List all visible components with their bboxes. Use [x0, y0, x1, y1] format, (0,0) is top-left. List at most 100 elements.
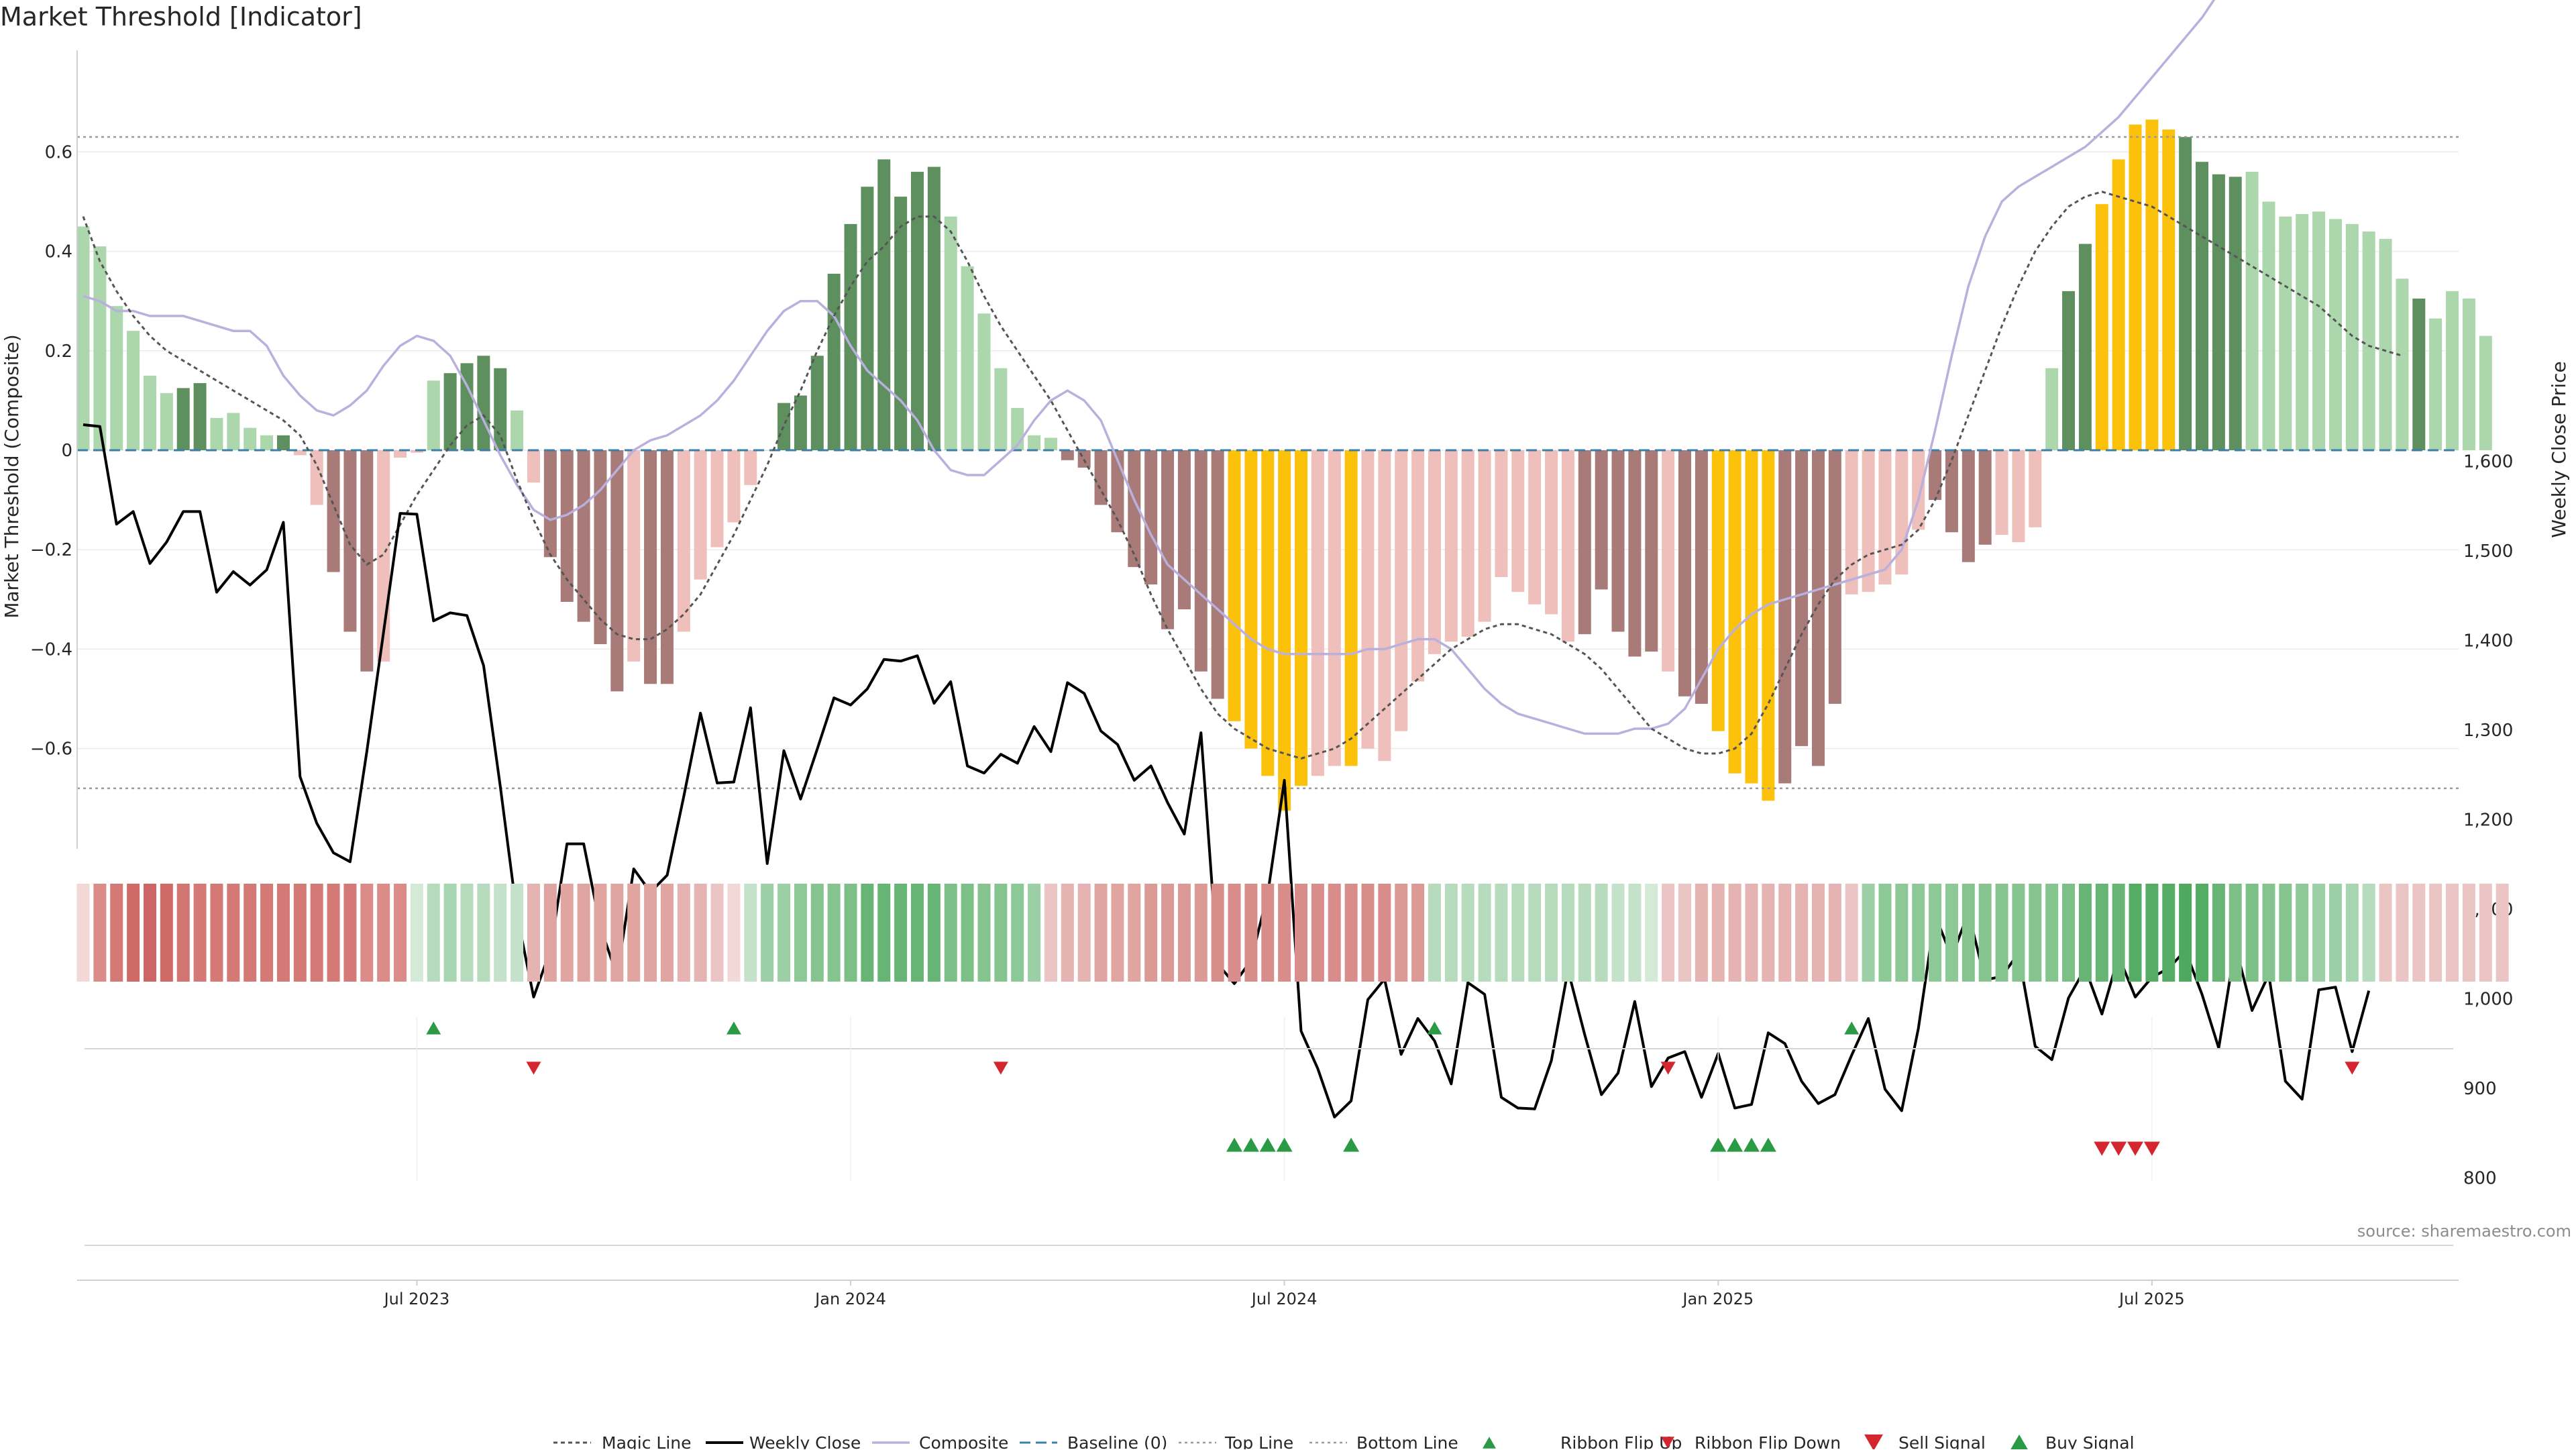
ribbon-cell [794, 884, 807, 982]
x-tick-label: Jul 2024 [1250, 1290, 1318, 1308]
ribbon-cell [1311, 884, 1324, 982]
ribbon-cell [961, 884, 974, 982]
ribbon-cell [1595, 884, 1608, 982]
ribbon-cell [594, 884, 607, 982]
composite-bar [1511, 450, 1525, 592]
composite-bar [2296, 214, 2309, 450]
composite-bar [827, 273, 841, 450]
composite-bar [810, 356, 824, 450]
composite-bar [1461, 450, 1474, 637]
composite-bar [1361, 450, 1375, 749]
ribbon-cell [1094, 884, 1108, 982]
ribbon-cell [1461, 884, 1474, 982]
legend-label-sell: Sell Signal [1898, 1433, 1986, 1449]
composite-bar [1728, 450, 1741, 774]
ribbon-cell [227, 884, 240, 982]
ribbon-cell [1061, 884, 1074, 982]
ribbon-cell [1528, 884, 1542, 982]
ribbon-cell [694, 884, 707, 982]
composite-bar [2379, 239, 2392, 450]
ribbon-cell [627, 884, 641, 982]
composite-bar [360, 450, 374, 672]
composite-bar [1845, 450, 1858, 594]
composite-bar [911, 172, 924, 450]
composite-bar [2229, 176, 2242, 450]
ribbon-cell [2129, 884, 2142, 982]
composite-bar [176, 388, 190, 450]
ribbon-cell [1161, 884, 1175, 982]
ribbon-cell [360, 884, 374, 982]
ribbon-cell [777, 884, 791, 982]
composite-bar [293, 450, 307, 456]
composite-bar [2479, 335, 2492, 450]
ribbon-cell [1211, 884, 1224, 982]
ribbon-cell [1795, 884, 1809, 982]
ribbon-cell [1328, 884, 1341, 982]
ribbon-cell [1028, 884, 1041, 982]
sell-signal-marker [2127, 1141, 2144, 1156]
y2-tick-label: 1,400 [2463, 631, 2513, 652]
composite-bar [244, 427, 257, 450]
composite-bar [1628, 450, 1642, 657]
composite-bar [327, 450, 340, 572]
chart-title: Market Threshold [Indicator] [0, 2, 362, 32]
buy-signal-marker [1343, 1137, 1360, 1152]
magic-line [82, 191, 2403, 760]
composite-bar [2045, 368, 2059, 450]
composite-bar [443, 373, 457, 450]
legend-swatch-sell [1864, 1434, 1883, 1451]
composite-bar [594, 450, 607, 644]
ribbon-cell [844, 884, 857, 982]
ribbon-cell [2345, 884, 2359, 982]
composite-bar [543, 450, 557, 558]
ribbon-cell [2095, 884, 2108, 982]
composite-bar [944, 216, 957, 450]
y-axis-label: Market Threshold (Composite) [1, 334, 23, 618]
signals-layer [77, 1017, 2459, 1281]
ribbon-cell [1811, 884, 1825, 982]
ribbon-cell [2446, 884, 2459, 982]
x-axis-layer: Jul 2023 Jan 2024 Jul 2024 Jan 2025 Jul 2025 [383, 1280, 2185, 1308]
legend-label-bottom: Bottom Line [1356, 1433, 1458, 1449]
composite-bar [343, 450, 357, 632]
composite-bar [1778, 450, 1792, 784]
composite-bar [2062, 291, 2076, 450]
ribbon-cell [1845, 884, 1858, 982]
ribbon-cell [2062, 884, 2076, 982]
ribbon-cell [127, 884, 140, 982]
composite-bar [2362, 231, 2375, 450]
composite-bar [227, 413, 240, 450]
ribbon-cell [527, 884, 540, 982]
ribbon-cell [1395, 884, 1408, 982]
ribbon-cell [494, 884, 507, 982]
composite-bar [2162, 129, 2176, 450]
composite-bar [1378, 450, 1391, 762]
composite-bar [410, 450, 423, 453]
ribbon-flip-up-marker [426, 1021, 441, 1035]
composite-bar [1828, 450, 1841, 704]
composite-bar [2078, 244, 2092, 450]
composite-bar [1478, 450, 1491, 622]
ribbon-cell [1545, 884, 1558, 982]
y2-tick-label: 800 [2463, 1169, 2497, 1189]
ribbon-cell [2045, 884, 2059, 982]
ribbon-cell [1695, 884, 1708, 982]
composite-bar [1161, 450, 1175, 629]
composite-bar [93, 246, 107, 450]
composite-bar [1528, 450, 1542, 605]
ribbon-cell [861, 884, 874, 982]
composite-bar [877, 159, 891, 450]
ribbon-cell [1478, 884, 1491, 982]
ribbon-cell [2229, 884, 2242, 982]
ribbon-cell [443, 884, 457, 982]
composite-line [83, 0, 2216, 735]
composite-bar [927, 166, 941, 450]
ribbon-cell [744, 884, 757, 982]
composite-bar [276, 435, 290, 450]
ribbon-cell [1144, 884, 1158, 982]
y-tick-label: 0 [61, 441, 72, 461]
composite-bar [694, 450, 707, 580]
composite-bar [1645, 450, 1658, 652]
ribbon-cell [293, 884, 307, 982]
composite-bar [577, 450, 590, 622]
